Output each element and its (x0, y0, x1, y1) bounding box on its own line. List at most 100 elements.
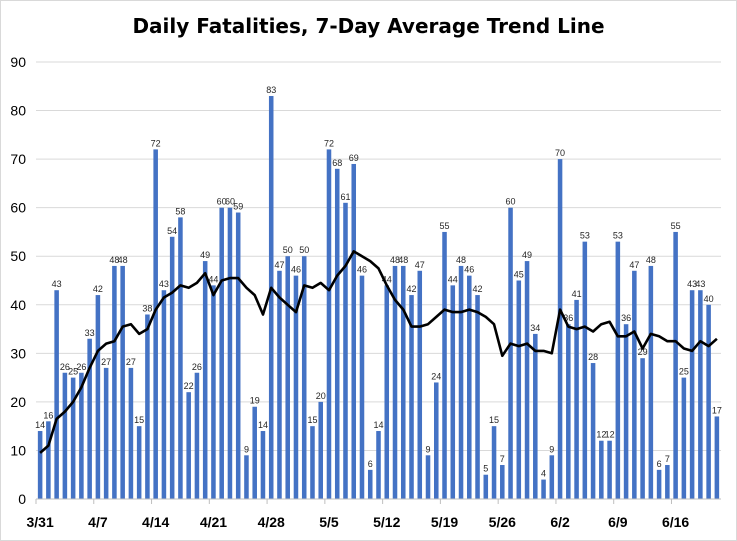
data-label: 61 (340, 192, 350, 202)
data-label: 7 (500, 454, 505, 464)
x-tick-label: 4/28 (258, 514, 285, 530)
bar (533, 333, 538, 499)
bar (235, 212, 241, 499)
bar (260, 431, 266, 499)
bar (508, 207, 513, 499)
bar (310, 426, 315, 499)
data-label: 60 (217, 197, 227, 207)
data-label: 47 (274, 260, 284, 270)
bar (524, 261, 530, 499)
bar (169, 236, 175, 500)
bar (566, 324, 571, 499)
bar (277, 270, 282, 499)
gridlines (36, 61, 721, 451)
bar (112, 265, 117, 499)
x-tick-label: 5/26 (489, 514, 516, 530)
data-label: 25 (679, 367, 689, 377)
data-label: 42 (473, 284, 483, 294)
data-label: 60 (506, 197, 516, 207)
data-label: 26 (76, 362, 86, 372)
data-label: 53 (613, 231, 623, 241)
data-label: 42 (93, 284, 103, 294)
trend-line-series (39, 250, 718, 454)
data-label: 48 (390, 255, 400, 265)
bar (252, 406, 257, 499)
bar (557, 159, 563, 499)
y-tick-label: 70 (10, 151, 26, 167)
data-label: 46 (291, 265, 301, 275)
data-label: 14 (258, 420, 268, 430)
data-label: 27 (101, 357, 111, 367)
data-label: 40 (704, 294, 714, 304)
x-tick-label: 4/7 (88, 514, 108, 530)
chart-title: Daily Fatalities, 7-Day Average Trend Li… (132, 14, 605, 38)
y-tick-label: 40 (10, 297, 26, 313)
data-label: 15 (489, 415, 499, 425)
data-label: 6 (368, 459, 373, 469)
bar (483, 474, 489, 499)
data-label: 70 (555, 148, 565, 158)
data-label: 44 (208, 274, 218, 284)
y-tick-label: 80 (10, 103, 26, 119)
bar (623, 324, 629, 499)
data-label: 14 (373, 420, 383, 430)
bar (54, 290, 59, 499)
data-label: 26 (60, 362, 70, 372)
bar (46, 421, 51, 499)
bar (656, 469, 662, 499)
y-axis-ticks: 0 10 20 30 40 50 60 70 80 90 (10, 54, 26, 507)
bar (136, 426, 142, 499)
bar (590, 363, 596, 499)
bar (384, 285, 390, 499)
bar (145, 314, 150, 499)
x-tick-label: 6/16 (662, 514, 689, 530)
data-label: 55 (671, 221, 681, 231)
x-tick-label: 3/31 (27, 514, 54, 530)
bar (326, 149, 332, 499)
data-label: 27 (126, 357, 136, 367)
bar (351, 163, 357, 499)
bar (582, 241, 588, 499)
data-label: 60 (225, 197, 235, 207)
y-tick-label: 20 (10, 394, 26, 410)
y-tick-label: 60 (10, 200, 26, 216)
trend-line (39, 250, 718, 454)
data-label: 47 (629, 260, 639, 270)
x-axis: 3/31 4/7 4/14 4/21 4/28 5/5 5/12 5/19 5/26 6/2 6/9… (27, 498, 721, 530)
y-tick-label: 0 (18, 491, 26, 507)
bar (194, 372, 200, 499)
data-label: 48 (646, 255, 656, 265)
data-label: 43 (695, 279, 705, 289)
data-label: 17 (712, 405, 722, 415)
data-label: 7 (665, 454, 670, 464)
x-tick-label: 4/21 (200, 514, 227, 530)
bar (268, 95, 274, 499)
data-labels: 1416432625263342274848271538724354582226… (35, 85, 722, 479)
y-tick-label: 50 (10, 248, 26, 264)
data-label: 29 (638, 347, 648, 357)
bar (103, 367, 109, 499)
data-label: 20 (316, 391, 326, 401)
bar (409, 295, 414, 499)
data-label: 46 (464, 265, 474, 275)
bar (640, 358, 645, 499)
x-tick-label: 5/5 (319, 514, 339, 530)
bar (665, 465, 670, 499)
bar (153, 149, 158, 499)
bar (367, 469, 373, 499)
data-label: 12 (596, 430, 606, 440)
bar (632, 270, 637, 499)
data-label: 42 (407, 284, 417, 294)
data-label: 49 (200, 250, 210, 260)
data-label: 68 (332, 158, 342, 168)
bar (392, 265, 398, 499)
x-tick-label: 5/19 (431, 514, 458, 530)
data-label: 25 (68, 367, 78, 377)
bar (673, 231, 678, 499)
data-label: 43 (159, 279, 169, 289)
data-label: 9 (244, 444, 249, 454)
data-label: 53 (580, 231, 590, 241)
data-label: 83 (266, 85, 276, 95)
bar (475, 295, 480, 499)
bar (458, 265, 464, 499)
